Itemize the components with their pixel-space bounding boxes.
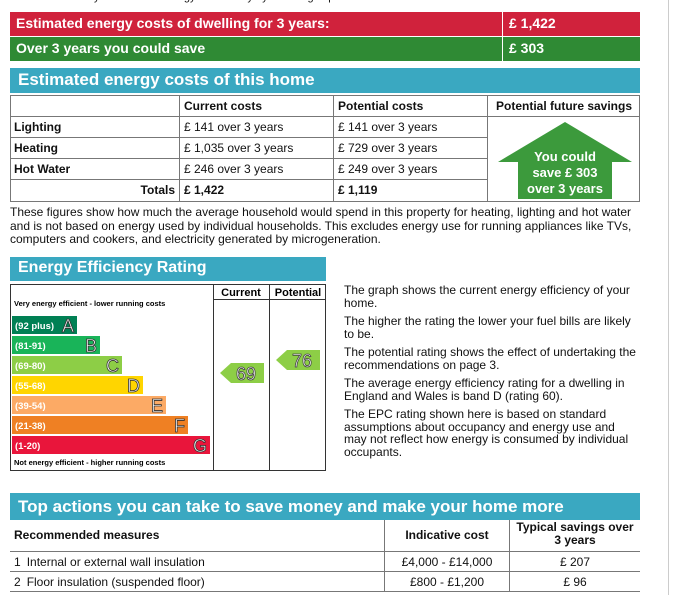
cost-cell: £800 - £1,200: [385, 572, 510, 592]
header-cell: Typical savings over 3 years: [510, 520, 640, 552]
column-header: Potential: [275, 287, 321, 299]
cost-cell: £ 1,035 over 3 years: [180, 138, 334, 159]
cost-cell: £ 729 over 3 years: [334, 138, 488, 159]
band-range: (1-20): [15, 441, 40, 452]
measure-name: Floor insulation (suspended floor): [26, 575, 205, 589]
header-cell: Current costs: [180, 96, 334, 117]
row-label: Hot Water: [10, 159, 180, 180]
measure-cell: 1 Internal or external wall insulation: [10, 552, 385, 572]
band: [12, 416, 188, 434]
header-cell: Potential costs: [334, 96, 488, 117]
band: [12, 436, 210, 454]
chart-border: [10, 284, 326, 471]
savings-text: over 3 years: [527, 181, 603, 196]
table-border: [10, 95, 640, 202]
band-letter: B: [85, 336, 97, 356]
row-label: Heating: [10, 138, 180, 159]
rating-note: The higher the rating the lower your fue…: [344, 314, 631, 341]
cost-cell: £ 249 over 3 years: [334, 159, 488, 180]
band-range: (21-38): [15, 421, 46, 432]
header-cell: [10, 96, 180, 117]
section-header: Top actions you can take to save money a…: [10, 493, 640, 536]
header-cell: Potential future savings: [488, 96, 640, 117]
top-label: Very energy efficient - lower running co…: [14, 299, 165, 308]
arrow-shape: [498, 122, 632, 199]
savings-text: save £ 303: [532, 165, 597, 180]
rating-note: The potential rating shows the effect of…: [344, 345, 636, 372]
top-note: Find out how you can save energy and mon…: [28, 0, 432, 3]
band: [12, 316, 77, 334]
band: [12, 376, 143, 394]
summary-value: £ 1,422: [503, 12, 640, 36]
rating-arrow: [220, 363, 264, 383]
band-letter: C: [106, 356, 119, 376]
band-letter: F: [174, 416, 185, 436]
cost-cell: £ 141 over 3 years: [334, 117, 488, 138]
column-header: Current: [221, 287, 261, 299]
row-label: Lighting: [10, 117, 180, 138]
cost-cell: £ 1,119: [334, 180, 488, 201]
band: [12, 336, 100, 354]
row-label: Totals: [10, 180, 180, 201]
rating-note: The average energy efficiency rating for…: [344, 376, 625, 403]
section-header: Energy Efficiency Rating: [10, 257, 326, 281]
saving-cell: £ 96: [510, 572, 640, 592]
cost-cell: £ 141 over 3 years: [180, 117, 334, 138]
measure-number: 1: [14, 555, 21, 569]
measure-name: Internal or external wall insulation: [26, 555, 205, 569]
band-letter: G: [193, 436, 207, 456]
summary-value: £ 303: [503, 37, 640, 61]
cost-cell: £4,000 - £14,000: [385, 552, 510, 572]
band: [12, 356, 122, 374]
explanation: These figures show how much the average …: [10, 205, 632, 246]
savings-text: You could: [534, 149, 596, 164]
summary-label: Over 3 years you could save: [10, 37, 502, 61]
band-range: (55-68): [15, 381, 46, 392]
header-cell: Indicative cost: [385, 520, 510, 552]
summary-label: Estimated energy costs of dwelling for 3…: [10, 12, 502, 36]
cost-cell: £ 246 over 3 years: [180, 159, 334, 180]
rating-value: 76: [292, 351, 312, 371]
rating-note: The graph shows the current energy effic…: [344, 283, 630, 310]
cost-cell: £ 1,422: [180, 180, 334, 201]
band-range: (92 plus): [15, 321, 54, 332]
measure-number: 2: [14, 575, 21, 589]
rating-chart: Current Potential Very energy efficient - …: [10, 284, 326, 471]
band: [12, 396, 166, 414]
band-letter: E: [151, 396, 163, 416]
bottom-label: Not energy efficient - higher running co…: [14, 458, 165, 467]
saving-cell: £ 207: [510, 552, 640, 572]
section-header: Estimated energy costs of this home: [10, 68, 640, 93]
band-letter: A: [62, 316, 74, 336]
band-range: (81-91): [15, 341, 46, 352]
scrollbar: [668, 0, 669, 595]
band-range: (69-80): [15, 361, 46, 372]
band-range: (39-54): [15, 401, 46, 412]
rating-arrow: [276, 350, 320, 370]
rating-note: The EPC rating shown here is based on st…: [344, 407, 629, 459]
measure-cell: 2 Floor insulation (suspended floor): [10, 572, 385, 592]
band-letter: D: [127, 376, 140, 396]
header-cell: Recommended measures: [10, 520, 385, 552]
rating-value: 69: [236, 364, 256, 384]
